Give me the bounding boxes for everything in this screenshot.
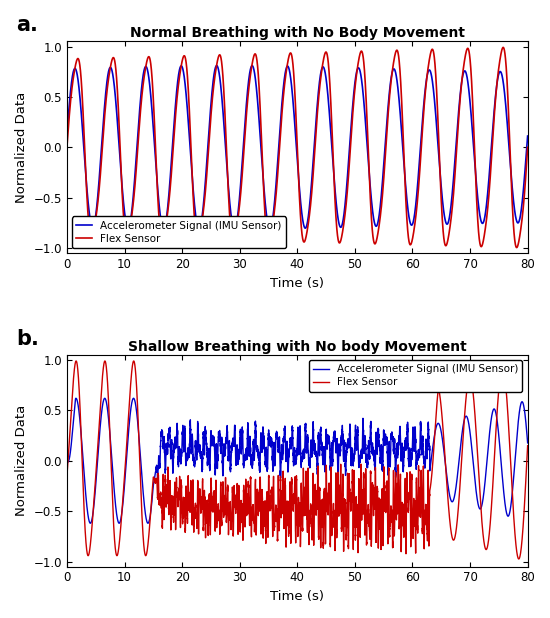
Title: Normal Breathing with No Body Movement: Normal Breathing with No Body Movement xyxy=(130,27,465,40)
Accelerometer Signal (IMU Sensor) xyxy=(356,66,363,74)
Y-axis label: Normalized Data: Normalized Data xyxy=(15,405,28,517)
X-axis label: Time (s): Time (s) xyxy=(270,277,324,290)
Flex Sensor xyxy=(515,555,522,562)
Flex Sensor xyxy=(405,506,412,513)
Accelerometer Signal (IMU Sensor) xyxy=(356,455,363,463)
Accelerometer Signal (IMU Sensor) xyxy=(337,448,343,455)
Title: Shallow Breathing with No body Movement: Shallow Breathing with No body Movement xyxy=(128,340,466,353)
Y-axis label: Normalized Data: Normalized Data xyxy=(15,91,28,203)
Accelerometer Signal (IMU Sensor) xyxy=(524,132,531,140)
Flex Sensor xyxy=(64,473,70,480)
Flex Sensor xyxy=(500,44,507,51)
Accelerometer Signal (IMU Sensor) xyxy=(87,520,94,527)
Flex Sensor xyxy=(356,520,363,527)
Accelerometer Signal (IMU Sensor) xyxy=(430,441,437,448)
Flex Sensor xyxy=(336,489,343,497)
Accelerometer Signal (IMU Sensor) xyxy=(64,132,70,139)
Flex Sensor xyxy=(356,52,363,59)
Accelerometer Signal (IMU Sensor) xyxy=(213,62,220,69)
Accelerometer Signal (IMU Sensor) xyxy=(230,225,237,232)
Flex Sensor xyxy=(513,244,520,252)
Accelerometer Signal (IMU Sensor) xyxy=(64,457,70,465)
Accelerometer Signal (IMU Sensor) xyxy=(231,226,238,233)
Flex Sensor xyxy=(336,239,343,247)
Accelerometer Signal (IMU Sensor) xyxy=(430,83,437,91)
Flex Sensor xyxy=(524,143,531,151)
Flex Sensor xyxy=(524,442,531,449)
Accelerometer Signal (IMU Sensor) xyxy=(405,211,412,218)
Accelerometer Signal (IMU Sensor) xyxy=(405,458,412,465)
Flex Sensor xyxy=(87,230,94,237)
Accelerometer Signal (IMU Sensor) xyxy=(524,439,531,447)
Accelerometer Signal (IMU Sensor) xyxy=(73,394,79,402)
Line: Accelerometer Signal (IMU Sensor): Accelerometer Signal (IMU Sensor) xyxy=(67,66,527,229)
Accelerometer Signal (IMU Sensor) xyxy=(87,215,94,222)
X-axis label: Time (s): Time (s) xyxy=(270,590,324,603)
Legend: Accelerometer Signal (IMU Sensor), Flex Sensor: Accelerometer Signal (IMU Sensor), Flex … xyxy=(309,360,522,392)
Accelerometer Signal (IMU Sensor) xyxy=(230,441,237,448)
Line: Accelerometer Signal (IMU Sensor): Accelerometer Signal (IMU Sensor) xyxy=(67,398,527,523)
Flex Sensor xyxy=(430,455,436,462)
Flex Sensor xyxy=(73,357,79,365)
Legend: Accelerometer Signal (IMU Sensor), Flex Sensor: Accelerometer Signal (IMU Sensor), Flex … xyxy=(72,216,286,248)
Accelerometer Signal (IMU Sensor) xyxy=(337,222,343,229)
Accelerometer Signal (IMU Sensor) xyxy=(87,520,94,527)
Flex Sensor xyxy=(230,236,237,243)
Flex Sensor xyxy=(230,492,237,499)
Line: Flex Sensor: Flex Sensor xyxy=(67,48,527,248)
Text: a.: a. xyxy=(16,15,38,35)
Text: b.: b. xyxy=(16,329,39,349)
Flex Sensor xyxy=(405,234,412,242)
Flex Sensor xyxy=(64,143,70,151)
Line: Flex Sensor: Flex Sensor xyxy=(67,361,527,559)
Flex Sensor xyxy=(430,46,436,54)
Flex Sensor xyxy=(87,543,94,550)
